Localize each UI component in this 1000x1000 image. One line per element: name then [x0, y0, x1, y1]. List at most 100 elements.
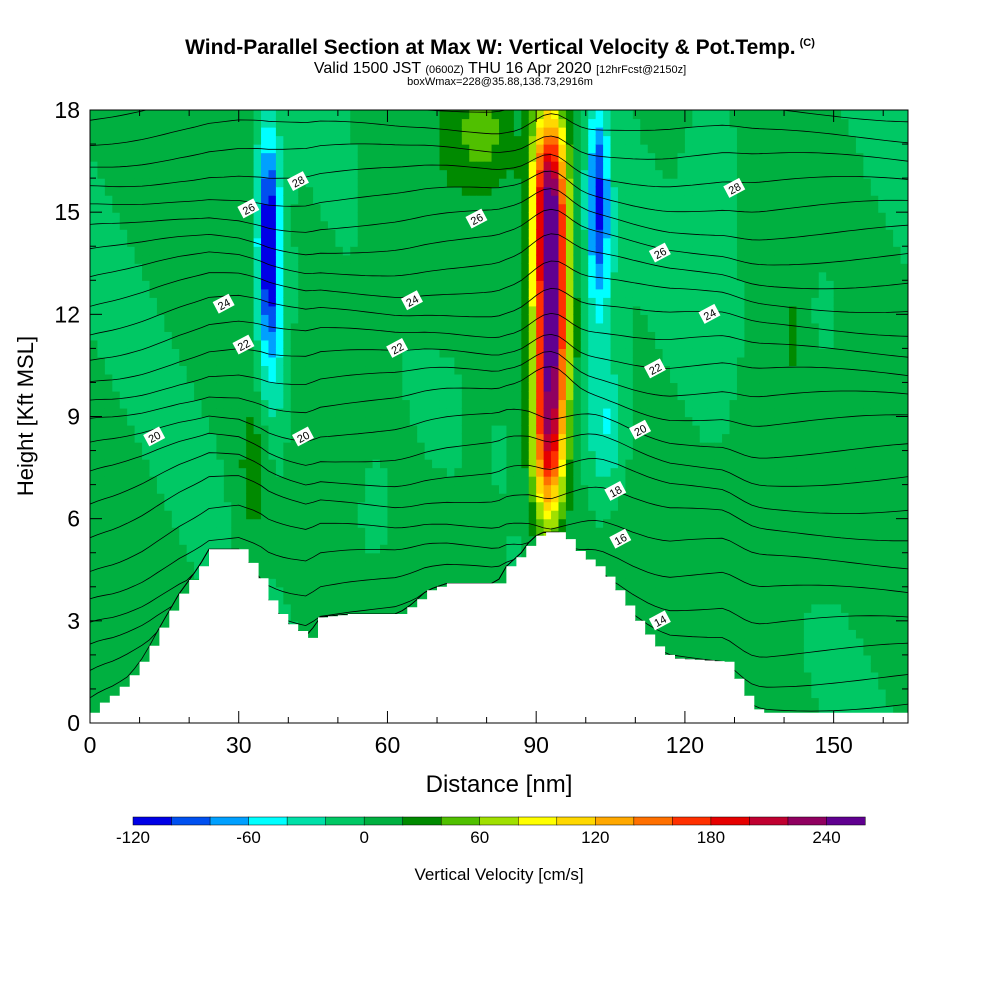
- velocity-cell: [365, 127, 374, 137]
- velocity-cell: [506, 348, 515, 358]
- velocity-cell: [179, 356, 188, 367]
- velocity-cell: [253, 356, 262, 367]
- velocity-cell: [387, 510, 396, 520]
- velocity-cell: [387, 263, 396, 273]
- velocity-cell: [179, 254, 188, 264]
- velocity-cell: [104, 169, 113, 179]
- velocity-cell: [119, 365, 128, 375]
- velocity-cell: [119, 561, 128, 571]
- velocity-cell: [320, 416, 329, 426]
- velocity-cell: [201, 127, 210, 137]
- velocity-cell: [394, 493, 403, 503]
- velocity-cell: [558, 476, 567, 486]
- velocity-cell: [409, 527, 418, 537]
- velocity-cell: [387, 603, 396, 613]
- velocity-cell: [409, 518, 418, 528]
- velocity-cell: [194, 118, 203, 128]
- velocity-cell: [216, 331, 225, 341]
- velocity-cell: [327, 297, 336, 307]
- velocity-cell: [528, 280, 537, 290]
- velocity-cell: [357, 212, 366, 222]
- velocity-cell: [231, 118, 240, 128]
- velocity-cell: [603, 552, 612, 562]
- velocity-cell: [595, 220, 604, 230]
- velocity-cell: [350, 195, 359, 205]
- velocity-cell: [119, 161, 128, 171]
- velocity-cell: [90, 416, 99, 426]
- velocity-cell: [380, 322, 389, 332]
- velocity-cell: [335, 263, 344, 273]
- velocity-cell: [521, 186, 530, 196]
- velocity-cell: [551, 186, 560, 196]
- velocity-cell: [417, 544, 426, 554]
- velocity-cell: [313, 127, 322, 137]
- velocity-cell: [417, 229, 426, 239]
- velocity-cell: [186, 561, 195, 571]
- velocity-cell: [543, 169, 552, 179]
- velocity-cell: [513, 195, 522, 205]
- velocity-cell: [446, 484, 455, 494]
- velocity-cell: [156, 416, 165, 426]
- velocity-cell: [127, 127, 136, 137]
- velocity-cell: [424, 467, 433, 477]
- velocity-cell: [268, 527, 277, 537]
- velocity-cell: [164, 288, 173, 298]
- velocity-cell: [112, 288, 121, 298]
- velocity-cell: [446, 407, 455, 418]
- velocity-cell: [127, 629, 136, 639]
- velocity-cell: [156, 425, 165, 435]
- velocity-cell: [156, 161, 165, 171]
- velocity-cell: [201, 271, 210, 281]
- velocity-cell: [424, 544, 433, 554]
- velocity-cell: [335, 390, 344, 401]
- velocity-cell: [417, 535, 426, 545]
- velocity-cell: [171, 365, 180, 375]
- velocity-cell: [97, 603, 106, 613]
- velocity-cell: [305, 493, 314, 503]
- velocity-cell: [394, 561, 403, 571]
- velocity-cell: [565, 399, 574, 409]
- velocity-cell: [565, 161, 574, 171]
- velocity-cell: [461, 459, 470, 469]
- velocity-cell: [164, 186, 173, 196]
- velocity-cell: [521, 118, 530, 128]
- velocity-cell: [238, 118, 247, 128]
- velocity-cell: [424, 493, 433, 503]
- velocity-cell: [268, 578, 277, 588]
- velocity-cell: [372, 135, 381, 145]
- velocity-cell: [201, 501, 210, 511]
- velocity-cell: [476, 484, 485, 494]
- velocity-cell: [365, 237, 374, 247]
- velocity-cell: [335, 501, 344, 511]
- velocity-cell: [380, 467, 389, 477]
- velocity-cell: [283, 178, 292, 188]
- velocity-cell: [432, 314, 441, 324]
- velocity-cell: [543, 348, 552, 358]
- velocity-cell: [424, 118, 433, 128]
- velocity-cell: [506, 442, 515, 452]
- velocity-cell: [149, 569, 158, 579]
- velocity-cell: [387, 544, 396, 554]
- velocity-cell: [387, 212, 396, 222]
- velocity-cell: [469, 433, 478, 443]
- velocity-cell: [134, 263, 143, 273]
- velocity-cell: [521, 144, 530, 154]
- velocity-cell: [521, 527, 530, 537]
- velocity-cell: [380, 544, 389, 554]
- velocity-cell: [543, 527, 552, 537]
- velocity-cell: [335, 297, 344, 307]
- velocity-cell: [142, 195, 151, 205]
- velocity-cell: [394, 586, 403, 596]
- velocity-cell: [313, 629, 322, 639]
- velocity-cell: [543, 135, 552, 145]
- velocity-cell: [580, 263, 589, 273]
- velocity-cell: [238, 544, 247, 554]
- velocity-cell: [350, 135, 359, 145]
- velocity-cell: [320, 425, 329, 435]
- velocity-cell: [283, 144, 292, 154]
- velocity-cell: [424, 280, 433, 290]
- velocity-cell: [417, 135, 426, 145]
- velocity-cell: [104, 144, 113, 154]
- velocity-cell: [112, 339, 121, 349]
- velocity-cell: [305, 569, 314, 579]
